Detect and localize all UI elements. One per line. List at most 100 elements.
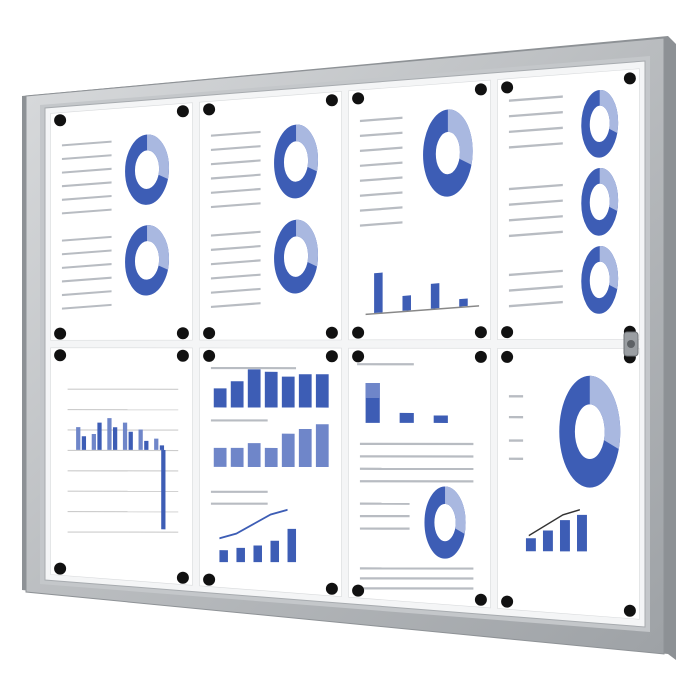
bar: [253, 545, 262, 563]
sheet-content: [508, 375, 621, 552]
sheet-content: [210, 124, 319, 309]
grid-line: [67, 408, 179, 411]
text-line: [210, 259, 261, 266]
donut-segment: [125, 225, 170, 296]
magnet: [203, 327, 216, 340]
magnet: [623, 604, 636, 617]
bar: [264, 447, 278, 467]
bar: [264, 371, 278, 408]
text-line: [210, 130, 261, 137]
bar: [236, 547, 245, 563]
grid-line: [67, 531, 179, 533]
text-line: [359, 146, 403, 152]
text-line: [61, 154, 112, 161]
text-line: [210, 502, 268, 505]
text-line: [210, 302, 261, 309]
sheet: [50, 102, 193, 341]
magnet: [501, 595, 514, 608]
text-line: [359, 527, 410, 530]
text-line: [210, 173, 261, 180]
grid-line: [67, 388, 179, 390]
text-line: [359, 587, 474, 590]
magnet: [325, 350, 338, 363]
text-line: [61, 181, 112, 188]
bar: [159, 445, 165, 450]
bar: [402, 295, 411, 311]
bar: [219, 550, 228, 563]
magnet: [352, 326, 365, 339]
grid-line: [67, 429, 179, 431]
text-line: [61, 263, 112, 269]
sheet-content: [359, 109, 480, 316]
text-line: [210, 419, 268, 422]
bar: [315, 374, 329, 408]
bar: [161, 449, 166, 530]
text-line: [210, 245, 261, 251]
sheet-content: [61, 134, 170, 310]
text-line: [359, 514, 410, 518]
text-line: [508, 457, 524, 460]
bar: [399, 412, 414, 423]
grid-line: [67, 511, 179, 513]
text-line: [359, 116, 403, 123]
text-line: [210, 187, 261, 194]
magnet: [176, 327, 189, 340]
text-line: [61, 290, 112, 297]
text-line: [61, 195, 112, 201]
text-line: [508, 285, 563, 292]
bar: [107, 418, 112, 450]
bar: [270, 540, 280, 563]
magnet: [176, 349, 189, 362]
sheet: [199, 91, 342, 341]
text-line: [61, 235, 112, 242]
magnet: [623, 72, 636, 85]
sheet-content: [67, 388, 179, 533]
text-line: [359, 467, 474, 471]
text-line: [508, 269, 563, 277]
bar: [122, 422, 128, 450]
text-line: [508, 126, 563, 134]
text-line: [359, 206, 403, 212]
text-line: [508, 183, 563, 191]
bar: [213, 388, 227, 408]
text-line: [508, 215, 563, 222]
trend-line: [219, 508, 288, 540]
bar: [281, 433, 295, 468]
bar: [247, 443, 261, 467]
glass-area: [44, 60, 646, 628]
bar: [230, 447, 244, 467]
donut-segment: [125, 134, 170, 205]
magnet: [176, 105, 189, 118]
bar: [525, 538, 536, 552]
text-line: [508, 439, 524, 442]
sheet: [348, 79, 491, 341]
bar: [144, 440, 149, 450]
text-line: [357, 363, 414, 366]
text-line: [359, 455, 474, 458]
magnet: [474, 350, 487, 363]
magnet: [501, 326, 514, 339]
bar: [577, 514, 587, 552]
donut-segment: [581, 168, 619, 236]
text-line: [61, 303, 112, 310]
donut-segment: [581, 246, 619, 314]
text-line: [210, 490, 268, 493]
text-line: [359, 191, 403, 197]
magnet: [203, 103, 216, 116]
magnet: [325, 326, 338, 339]
bar: [433, 415, 448, 423]
magnet: [474, 326, 487, 339]
text-line: [61, 140, 112, 147]
text-line: [508, 199, 563, 206]
text-line: [359, 577, 474, 580]
bar: [298, 374, 312, 408]
text-line: [508, 300, 563, 308]
bar: [430, 283, 440, 309]
magnet: [54, 114, 67, 127]
magnet: [203, 349, 216, 362]
magnet: [474, 593, 487, 606]
magnet: [352, 350, 365, 363]
trend-line: [528, 508, 580, 537]
bar: [213, 447, 227, 467]
